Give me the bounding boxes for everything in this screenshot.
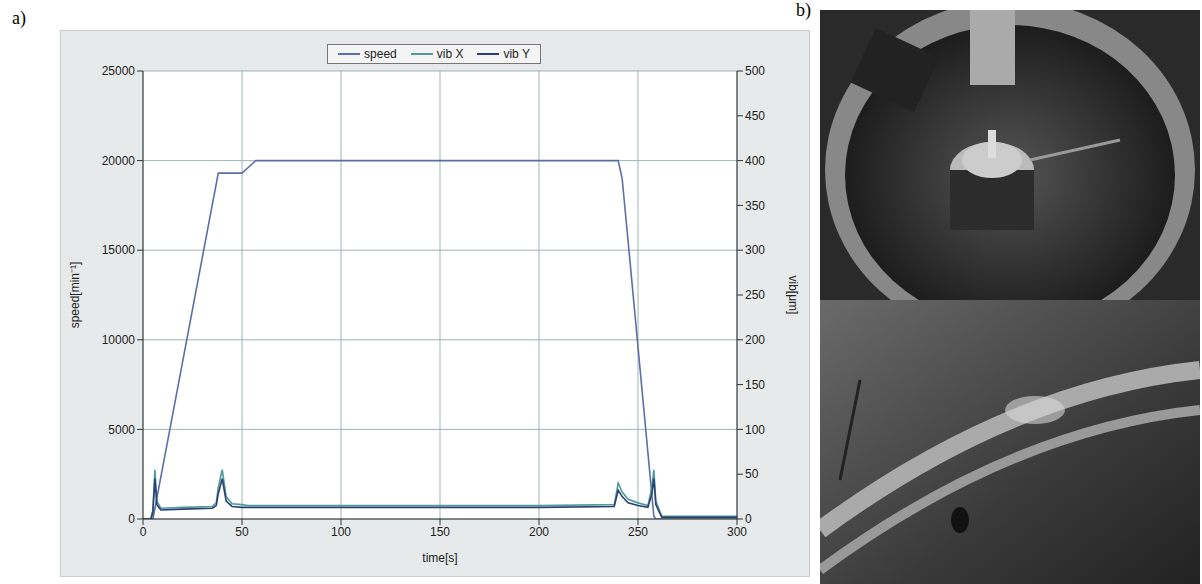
svg-text:10000: 10000 [102, 333, 136, 347]
svg-text:vib[μm]: vib[μm] [786, 276, 800, 315]
svg-text:5000: 5000 [108, 423, 135, 437]
html-text:vib Y: vib Y [503, 47, 530, 61]
svg-text:150: 150 [745, 378, 765, 392]
svg-text:250: 250 [745, 288, 765, 302]
svg-text:15000: 15000 [102, 243, 136, 257]
svg-text:500: 500 [745, 64, 765, 78]
svg-text:0: 0 [140, 525, 147, 539]
svg-text:0: 0 [745, 512, 752, 526]
svg-text:time[s]: time[s] [422, 551, 457, 565]
svg-text:100: 100 [745, 423, 765, 437]
html-text:speed: speed [364, 47, 397, 61]
svg-text:150: 150 [430, 525, 450, 539]
html-text:b): b) [796, 0, 811, 20]
svg-text:100: 100 [331, 525, 351, 539]
svg-text:speed[min⁻¹]: speed[min⁻¹] [68, 262, 82, 329]
svg-text:250: 250 [628, 525, 648, 539]
svg-text:200: 200 [529, 525, 549, 539]
svg-text:25000: 25000 [102, 64, 136, 78]
html-text:vib X: vib X [436, 47, 464, 61]
svg-text:300: 300 [745, 243, 765, 257]
svg-text:450: 450 [745, 109, 765, 123]
svg-text:50: 50 [745, 467, 759, 481]
svg-text:350: 350 [745, 199, 765, 213]
svg-text:300: 300 [727, 525, 747, 539]
svg-text:0: 0 [128, 512, 135, 526]
svg-text:200: 200 [745, 333, 765, 347]
svg-text:400: 400 [745, 154, 765, 168]
html-text:a): a) [12, 8, 26, 28]
svg-text:20000: 20000 [102, 154, 136, 168]
svg-text:50: 50 [235, 525, 249, 539]
